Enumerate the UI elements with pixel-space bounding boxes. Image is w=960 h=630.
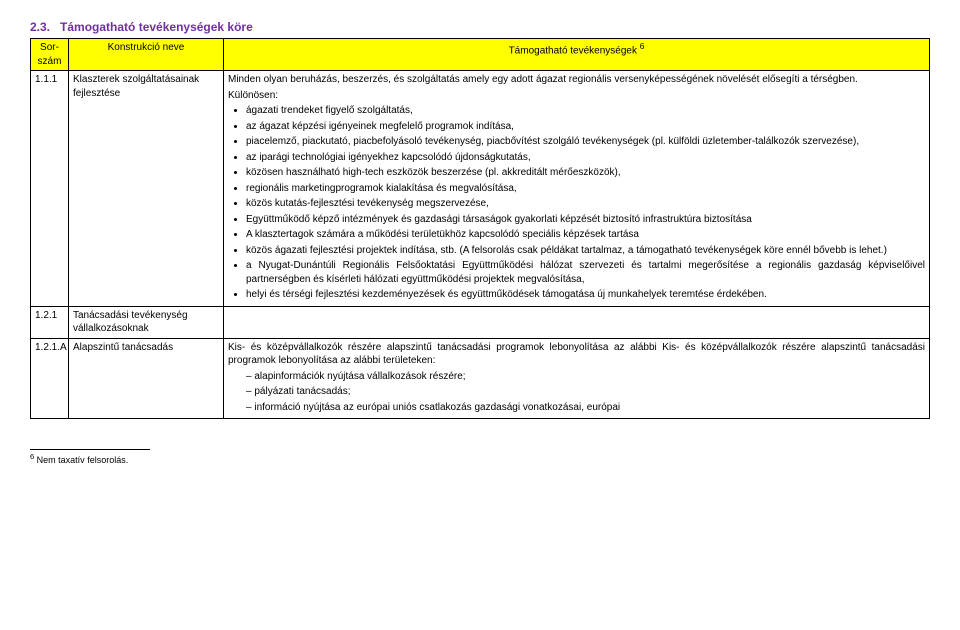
section-title-text: Támogatható tevékenységek köre: [60, 20, 253, 34]
row-content: Minden olyan beruházás, beszerzés, és sz…: [224, 71, 930, 307]
list-item: az ágazat képzési igényeinek megfelelő p…: [246, 120, 925, 134]
intro-text: Kis- és középvállalkozók részére alapszi…: [228, 341, 925, 368]
row-content: [224, 306, 930, 338]
table-row: 1.2.1 Tanácsadási tevékenység vállalkozá…: [31, 306, 930, 338]
header-footnote-ref: 6: [640, 41, 645, 51]
list-item: közösen használható high-tech eszközök b…: [246, 166, 925, 180]
list-item: alapinformációk nyújtása vállalkozások r…: [246, 370, 925, 384]
footnote: 6 Nem taxatív felsorolás.: [30, 452, 930, 465]
bullet-list: ágazati trendeket figyelő szolgáltatás, …: [246, 104, 925, 302]
footnote-separator: [30, 449, 150, 450]
list-item: a Nyugat-Dunántúli Regionális Felsőoktat…: [246, 259, 925, 286]
list-item: Együttműködő képző intézmények és gazdas…: [246, 213, 925, 227]
table-row: 1.2.1.A Alapszintű tanácsadás Kis- és kö…: [31, 338, 930, 419]
header-sorszam: Sor-szám: [31, 39, 69, 71]
list-item: piacelemző, piackutató, piacbefolyásoló …: [246, 135, 925, 149]
header-tevekenysegek: Támogatható tevékenységek 6: [224, 39, 930, 71]
header-konstrukcio: Konstrukció neve: [69, 39, 224, 71]
list-item: pályázati tanácsadás;: [246, 385, 925, 399]
table-header-row: Sor-szám Konstrukció neve Támogatható te…: [31, 39, 930, 71]
kulon-text: Különösen:: [228, 89, 925, 103]
activities-table: Sor-szám Konstrukció neve Támogatható te…: [30, 38, 930, 419]
section-heading: 2.3. Támogatható tevékenységek köre: [30, 20, 930, 34]
list-item: információ nyújtása az európai uniós csa…: [246, 401, 925, 415]
row-number: 1.2.1: [31, 306, 69, 338]
row-name: Tanácsadási tevékenység vállalkozásoknak: [69, 306, 224, 338]
row-content: Kis- és középvállalkozók részére alapszi…: [224, 338, 930, 419]
list-item: ágazati trendeket figyelő szolgáltatás,: [246, 104, 925, 118]
list-item: az iparági technológiai igényekhez kapcs…: [246, 151, 925, 165]
header-tevekenysegek-text: Támogatható tevékenységek: [509, 45, 637, 56]
intro-text: Minden olyan beruházás, beszerzés, és sz…: [228, 73, 925, 87]
list-item: A klasztertagok számára a működési terül…: [246, 228, 925, 242]
row-number: 1.1.1: [31, 71, 69, 307]
row-number: 1.2.1.A: [31, 338, 69, 419]
list-item: helyi és térségi fejlesztési kezdeményez…: [246, 288, 925, 302]
row-name: Alapszintű tanácsadás: [69, 338, 224, 419]
table-row: 1.1.1 Klaszterek szolgáltatásainak fejle…: [31, 71, 930, 307]
footnote-text: Nem taxatív felsorolás.: [34, 455, 128, 465]
list-item: regionális marketingprogramok kialakítás…: [246, 182, 925, 196]
row-name: Klaszterek szolgáltatásainak fejlesztése: [69, 71, 224, 307]
list-item: közös ágazati fejlesztési projektek indí…: [246, 244, 925, 258]
dash-list: alapinformációk nyújtása vállalkozások r…: [246, 370, 925, 415]
list-item: közös kutatás-fejlesztési tevékenység me…: [246, 197, 925, 211]
section-number: 2.3.: [30, 20, 50, 34]
